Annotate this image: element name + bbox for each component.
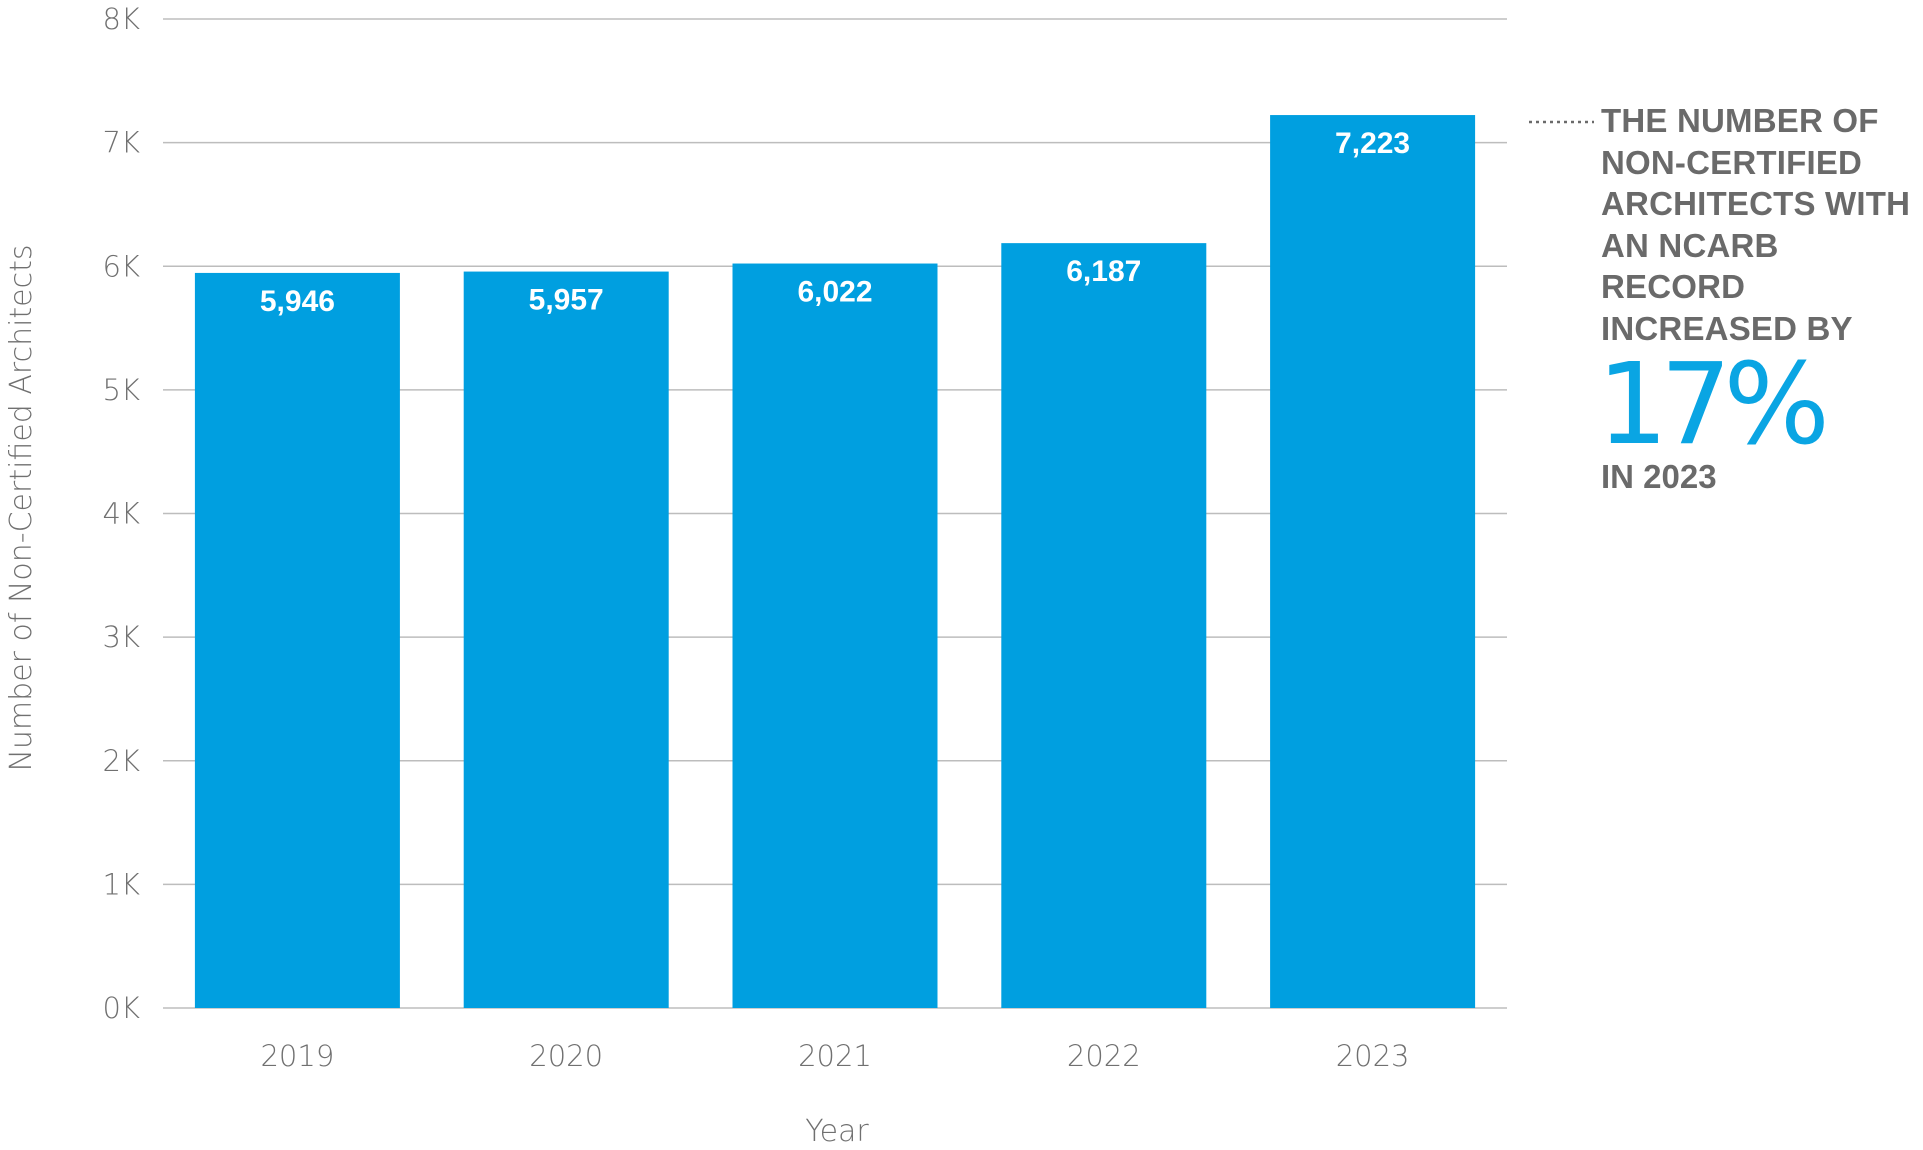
y-tick-label: 3K [103, 620, 140, 654]
y-tick-label: 7K [103, 126, 140, 160]
bar-2023 [1270, 115, 1476, 1008]
bar-value-label: 7,223 [1335, 127, 1410, 160]
callout-text: THE NUMBER OF NON-CERTIFIED ARCHITECTS W… [1601, 102, 1911, 347]
x-tick-label: 2021 [798, 1039, 872, 1073]
bar-2019 [194, 272, 400, 1008]
x-tick-label: 2019 [260, 1039, 334, 1073]
callout-stat: 17% [1597, 340, 1830, 470]
bars [194, 115, 1476, 1008]
y-tick-label: 4K [103, 497, 140, 531]
y-tick-label: 0K [103, 991, 140, 1025]
y-tick-label: 5K [103, 373, 140, 407]
y-tick-label: 8K [103, 2, 140, 36]
x-tick-label: 2023 [1336, 1039, 1410, 1073]
annotation-callout: THE NUMBER OF NON-CERTIFIED ARCHITECTS W… [1597, 100, 1921, 497]
x-axis-title: Year [805, 1114, 869, 1149]
bar-value-label: 5,957 [529, 284, 604, 317]
y-tick-label: 1K [103, 867, 140, 901]
x-tick-label: 2022 [1067, 1039, 1141, 1073]
bar-value-label: 6,022 [797, 276, 872, 309]
x-axis-ticks: 2019 2020 2021 2022 2023 [260, 1039, 1409, 1073]
bar-value-label: 6,187 [1066, 255, 1141, 288]
x-tick-label: 2020 [529, 1039, 603, 1073]
callout-footer: IN 2023 [1601, 458, 1717, 495]
y-tick-label: 6K [103, 249, 140, 283]
y-axis-title: Number of Non-Certified Architects [4, 244, 39, 771]
bar-value-label: 5,946 [260, 285, 335, 318]
y-axis-ticks: 0K 1K 2K 3K 4K 5K 6K 7K 8K [103, 2, 140, 1025]
bar-2020 [463, 271, 669, 1008]
bar-2022 [1001, 243, 1207, 1008]
bar-value-labels: 5,946 5,957 6,022 6,187 7,223 [260, 127, 1410, 318]
bar-2021 [732, 263, 938, 1008]
y-tick-label: 2K [103, 744, 140, 778]
